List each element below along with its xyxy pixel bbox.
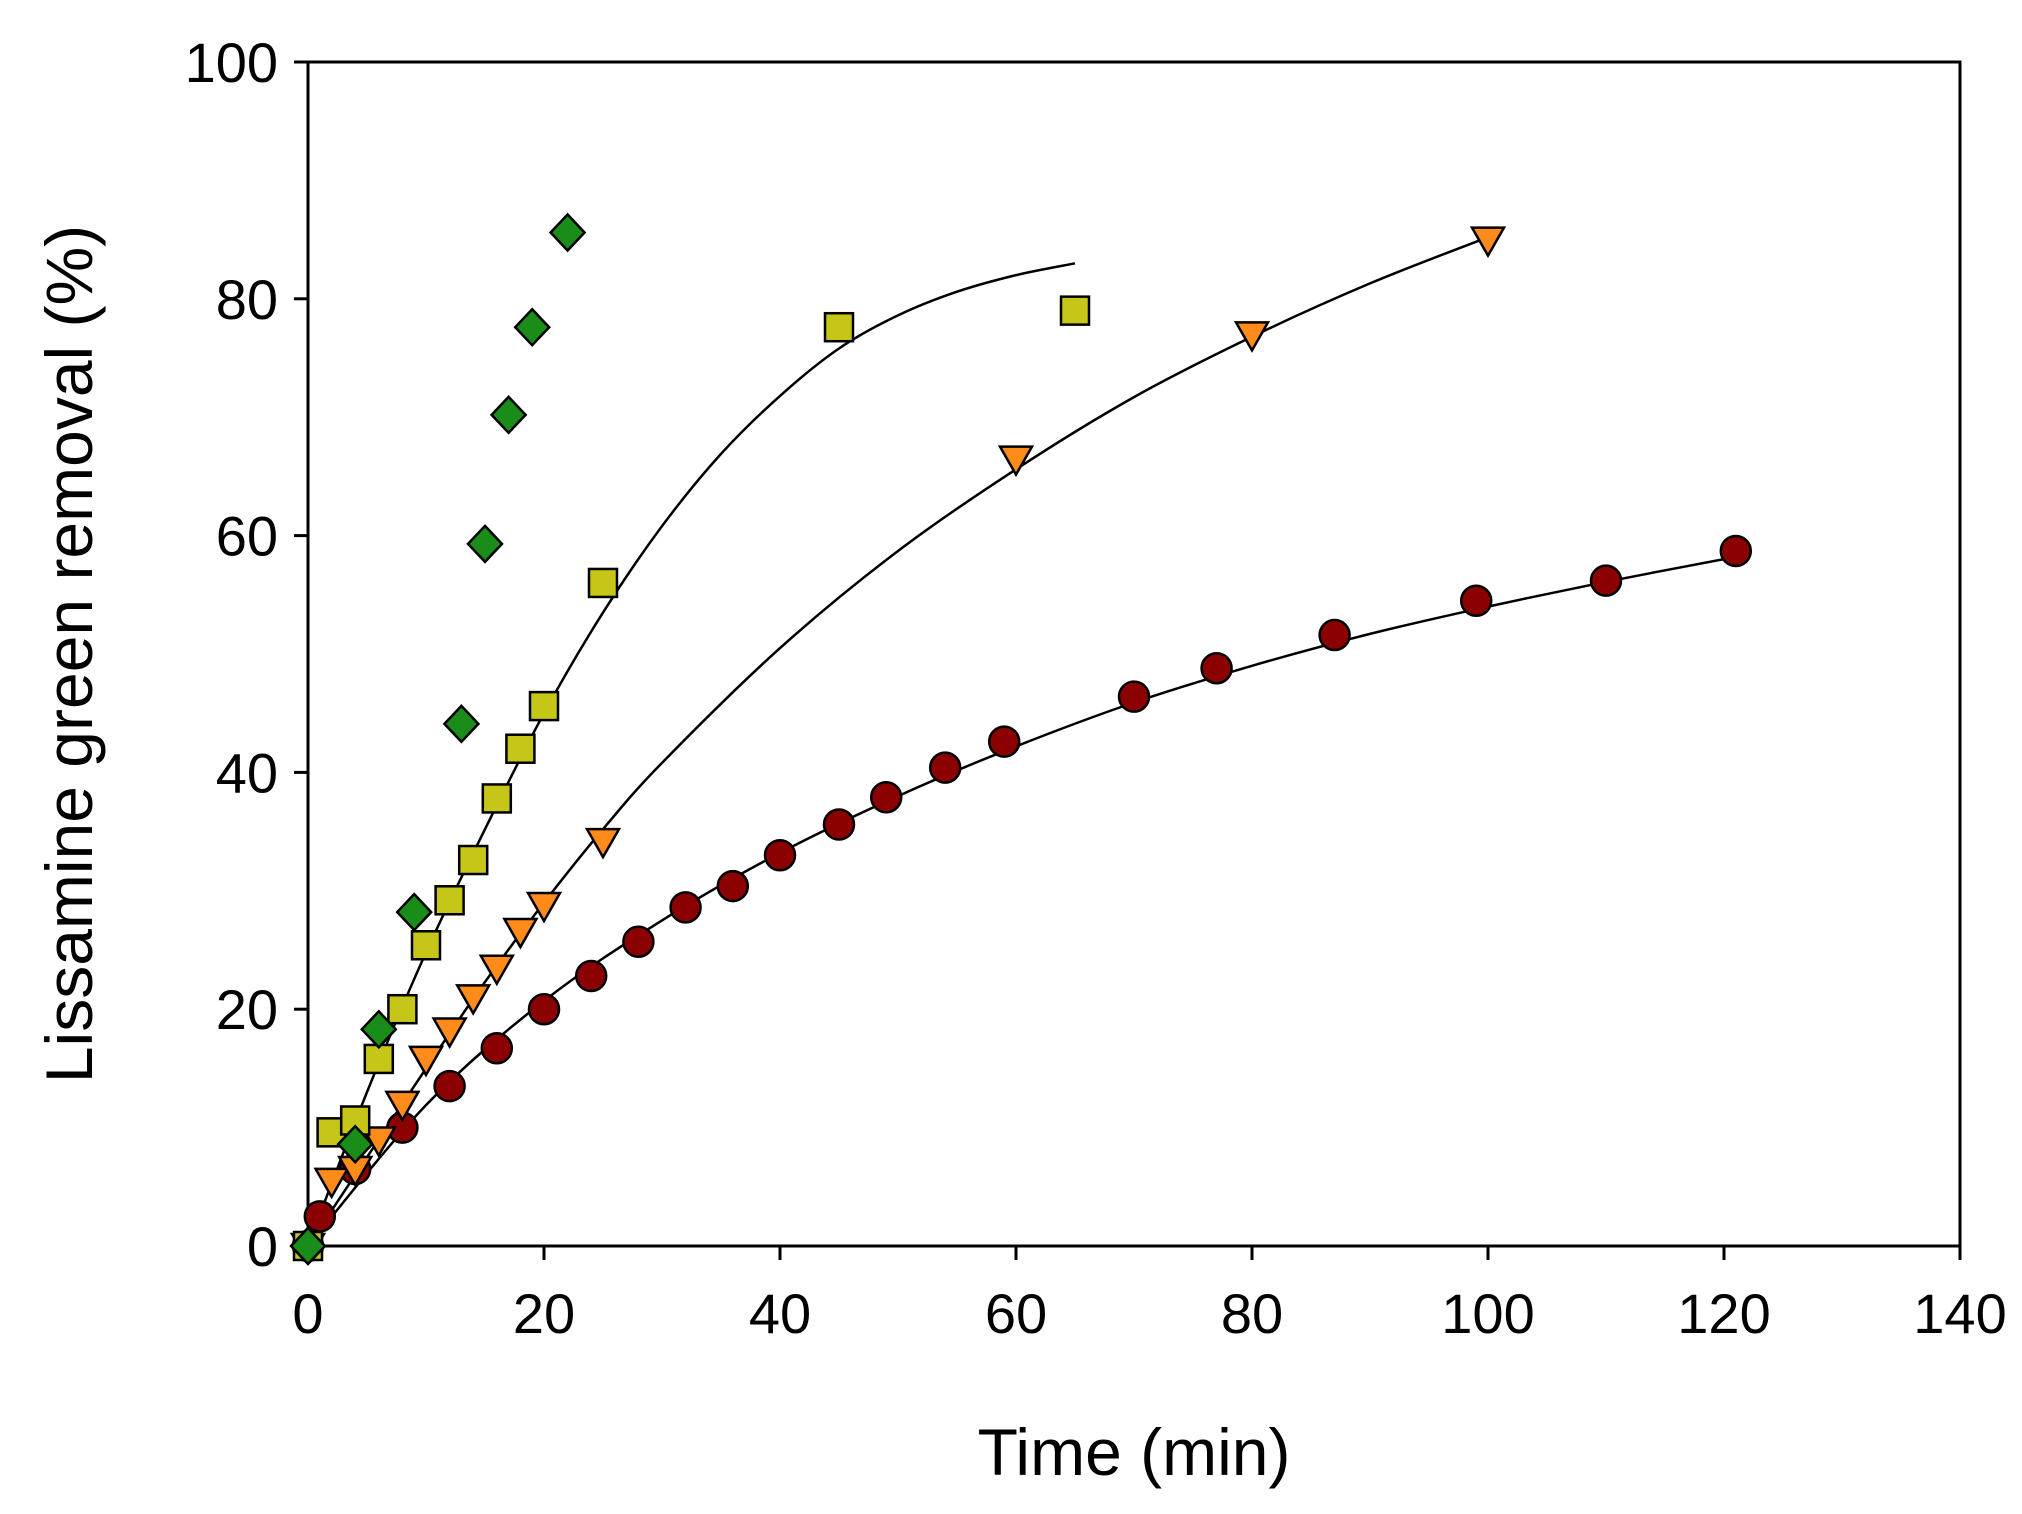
squares-point: [481, 783, 513, 814]
circles-point: [433, 1069, 466, 1103]
triangles-point: [997, 445, 1035, 478]
squares-point: [363, 1043, 395, 1075]
triangles-point: [1469, 226, 1507, 259]
circles-point: [928, 751, 962, 784]
circles-point: [1719, 534, 1753, 568]
triangles-point: [431, 1017, 468, 1050]
diamonds-point: [395, 892, 433, 932]
squares-point: [457, 844, 489, 876]
circles-point: [480, 1032, 514, 1065]
triangles-point: [407, 1045, 445, 1078]
triangles-point: [455, 984, 492, 1016]
x-tick-label: 100: [1441, 1282, 1534, 1345]
circles-point: [527, 992, 561, 1026]
triangles-point: [525, 891, 563, 924]
circles-point: [716, 869, 750, 903]
y-tick-label: 80: [216, 268, 278, 331]
squares-point: [434, 885, 465, 916]
squares-point: [823, 311, 855, 343]
circles-point: [822, 808, 856, 841]
circles-point: [1318, 618, 1351, 652]
diamonds-point: [289, 1226, 327, 1266]
triangles-point: [313, 1167, 350, 1200]
triangles-point: [1233, 321, 1271, 353]
x-tick-label: 60: [985, 1282, 1047, 1345]
circles-point: [303, 1200, 337, 1233]
triangles-point: [478, 954, 515, 987]
y-tick-label: 100: [185, 31, 278, 94]
circles-point: [987, 725, 1021, 758]
x-axis-title: Time (min): [978, 1415, 1291, 1489]
diamonds-point: [336, 1124, 374, 1164]
squares-point: [387, 993, 418, 1025]
squares-point: [505, 733, 536, 764]
diamonds-point: [513, 307, 551, 348]
y-axis-ticks: 0 20 40 60 80 100: [185, 31, 308, 1278]
x-tick-label: 80: [1221, 1282, 1283, 1345]
circles-point: [622, 925, 655, 958]
triangles-point: [502, 917, 539, 950]
squares-fit: [306, 262, 1076, 1247]
squares-point: [587, 567, 619, 599]
diamonds-point: [442, 704, 481, 744]
circles-point: [869, 781, 903, 814]
diamonds-point: [466, 524, 504, 564]
squares-point: [1059, 295, 1091, 326]
circles-point: [763, 839, 797, 872]
plot-area: [306, 60, 1962, 1248]
diamonds-point: [360, 1009, 398, 1050]
x-tick-label: 120: [1677, 1282, 1770, 1345]
triangles-point: [384, 1090, 421, 1123]
diamonds-point: [489, 395, 528, 435]
y-tick-label: 20: [216, 978, 278, 1041]
triangles-point: [584, 827, 622, 860]
circles-point: [1589, 564, 1623, 597]
circles-point: [1117, 680, 1151, 713]
x-axis-ticks: 0 20 40 60 80 100 120 140: [292, 1246, 2007, 1345]
y-axis-title: Lissamine green removal (%): [32, 225, 106, 1083]
y-tick-label: 0: [247, 1215, 278, 1278]
x-tick-label: 20: [513, 1282, 575, 1345]
x-tick-label: 40: [749, 1282, 811, 1345]
circles-point: [1200, 651, 1233, 685]
circles-point: [574, 959, 608, 993]
data-markers: [289, 212, 1753, 1266]
squares-point: [528, 690, 560, 722]
x-tick-label: 140: [1913, 1282, 2006, 1345]
circles-point: [669, 891, 702, 924]
y-tick-label: 60: [216, 505, 278, 568]
squares-point: [410, 930, 442, 961]
x-tick-label: 0: [292, 1282, 323, 1345]
diamonds-point: [548, 212, 587, 253]
y-tick-label: 40: [216, 741, 278, 804]
circles-point: [1459, 584, 1493, 617]
